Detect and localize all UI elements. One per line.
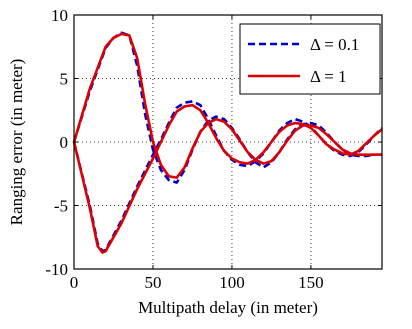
y-tick-label: 0 <box>60 133 69 152</box>
y-tick-label: 10 <box>51 6 68 25</box>
y-tick-label: 5 <box>60 70 69 89</box>
legend-label-delta-0-1: Δ = 0.1 <box>310 35 359 54</box>
x-tick-label: 50 <box>144 273 161 292</box>
x-tick-label: 150 <box>298 273 324 292</box>
y-tick-label: -10 <box>45 260 68 279</box>
series-1-lower-line <box>72 103 383 254</box>
legend-box <box>239 23 381 95</box>
series-0-upper-line <box>72 31 382 184</box>
x-tick-label: 100 <box>219 273 245 292</box>
legend-label-delta-1: Δ = 1 <box>310 67 347 86</box>
axis-ticks: 0 50 100 150 -10 -5 0 5 10 <box>45 6 382 292</box>
y-axis-label: Ranging error (in meter) <box>7 59 26 226</box>
series-1-upper-line <box>72 32 382 179</box>
series-lines <box>72 31 383 254</box>
x-tick-label: 0 <box>70 273 79 292</box>
y-tick-label: -5 <box>54 197 68 216</box>
legend: Δ = 0.1 Δ = 1 <box>239 23 381 95</box>
x-axis-label: Multipath delay (in meter) <box>138 298 318 317</box>
